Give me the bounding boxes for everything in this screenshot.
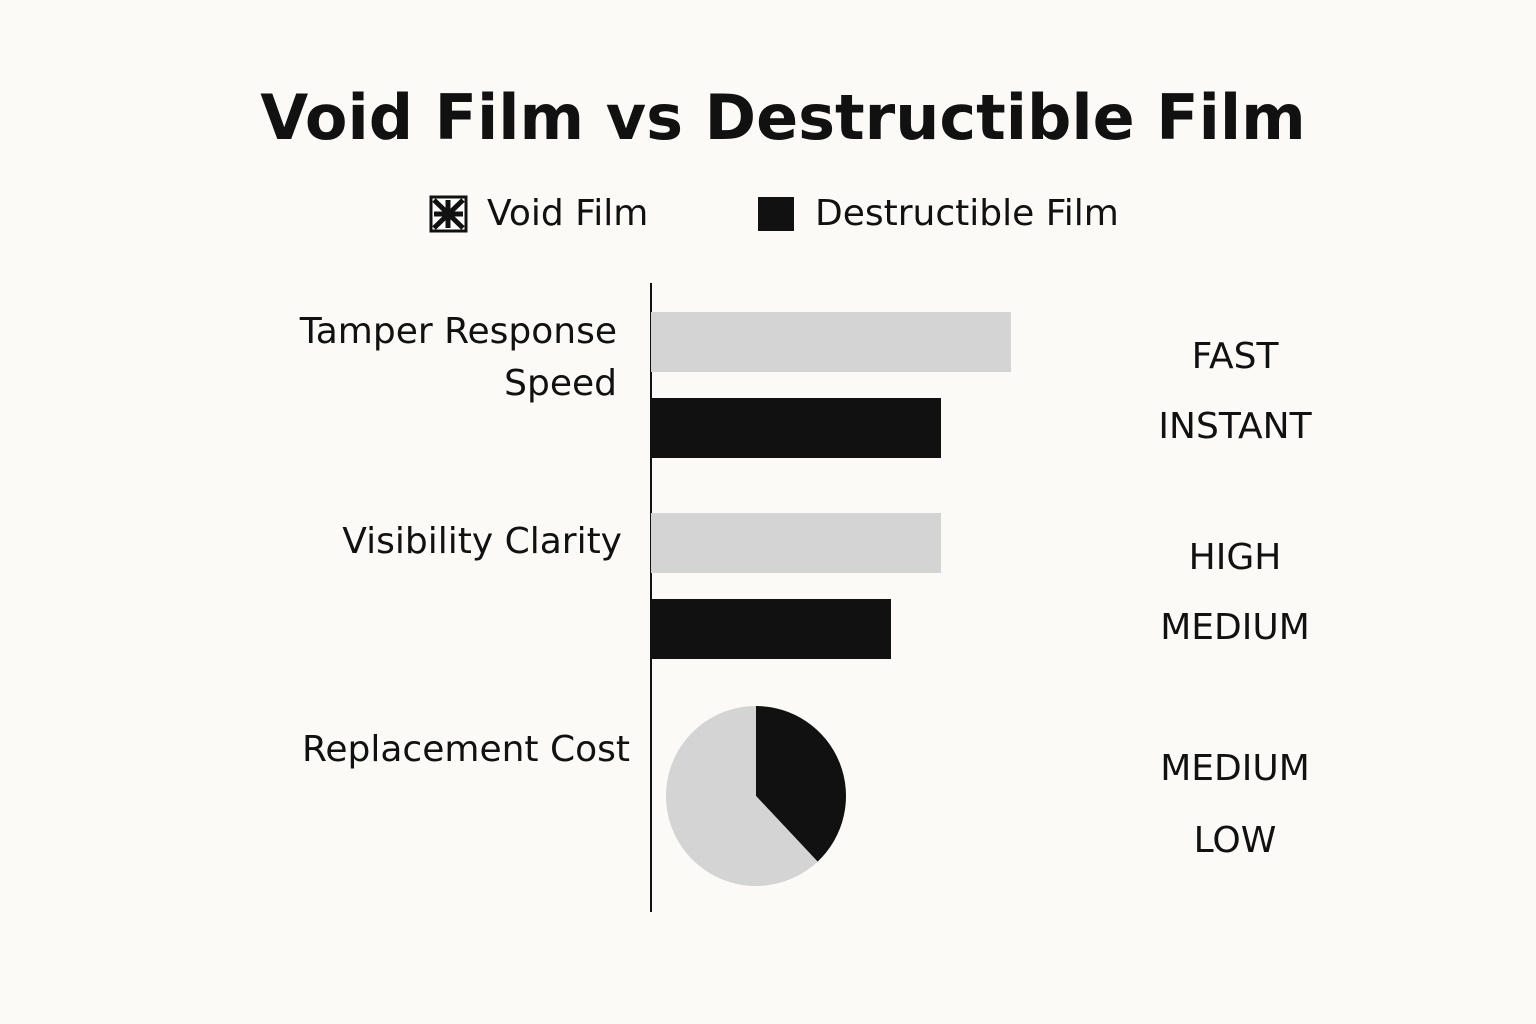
category-label: Replacement Cost xyxy=(301,729,630,770)
legend-icon-pattern xyxy=(429,195,468,233)
category-label: Visibility Clarity xyxy=(342,521,622,562)
bar xyxy=(651,513,941,573)
bar xyxy=(651,599,891,659)
bar xyxy=(651,312,1011,372)
pie-slice xyxy=(665,706,818,886)
category-label: Tamper Response Speed xyxy=(299,311,617,404)
pie-slice xyxy=(756,706,846,862)
legend-label: Void Film xyxy=(487,193,648,234)
chart-title: Void Film vs Destructible Film xyxy=(260,81,1306,154)
legend-icon xyxy=(758,197,794,231)
rating-label: FAST xyxy=(1192,336,1280,377)
category-label-box: Tamper Response Speed xyxy=(299,311,617,404)
category-label-box: Visibility Clarity xyxy=(342,521,622,562)
rating-label: MEDIUM xyxy=(1160,607,1310,648)
rating-label: MEDIUM xyxy=(1160,748,1310,789)
rating-label: HIGH xyxy=(1189,537,1282,578)
rating-label: LOW xyxy=(1194,820,1277,861)
rating-label: INSTANT xyxy=(1158,406,1312,447)
bar xyxy=(651,398,941,458)
legend-label: Destructible Film xyxy=(815,193,1119,234)
category-label-box: Replacement Cost xyxy=(301,729,630,770)
